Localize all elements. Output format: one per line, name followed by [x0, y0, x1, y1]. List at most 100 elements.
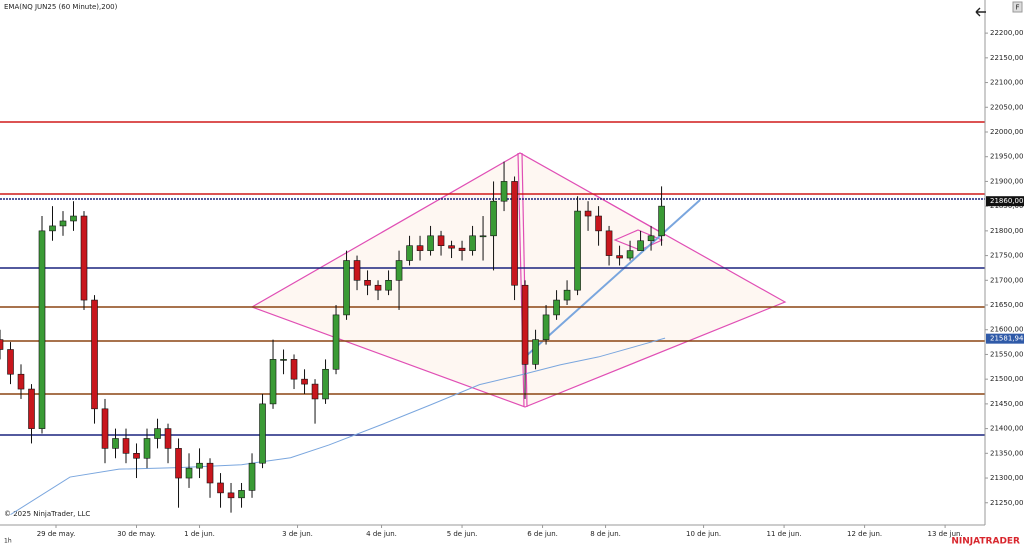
y-tick-label: 21900,00: [990, 177, 1023, 185]
price-label: 21860,00: [990, 197, 1023, 205]
candle-body: [38, 230, 46, 429]
candle-body: [227, 492, 235, 499]
x-tick-label: 3 de jun.: [282, 530, 313, 538]
candle-body: [0, 339, 4, 350]
candle-body: [7, 349, 14, 375]
candle-body: [511, 181, 518, 286]
candle-body: [248, 462, 256, 491]
candle-body: [595, 215, 602, 232]
candle-body: [59, 220, 67, 227]
candle-body: [658, 205, 665, 237]
pattern-line: [517, 152, 525, 408]
x-tick-label: 11 de jun.: [767, 530, 802, 538]
x-tick-label: 13 de jun.: [928, 530, 963, 538]
y-tick-label: 21800,00: [990, 227, 1023, 235]
candle-body: [427, 235, 434, 251]
y-tick-label: 21400,00: [990, 425, 1023, 433]
candle-body: [500, 181, 508, 202]
x-tick-label: 12 de jun.: [847, 530, 882, 538]
y-tick-label: 21500,00: [990, 375, 1023, 383]
candle-body: [332, 314, 340, 370]
y-tick-label: 22050,00: [990, 103, 1023, 111]
candle-body: [553, 299, 560, 316]
candle-body: [259, 403, 266, 464]
candle-body: [80, 215, 88, 301]
price-label-box: [986, 196, 1024, 207]
candle-body: [28, 388, 35, 429]
y-tick-label: 21450,00: [990, 400, 1023, 408]
y-tick-label: 21650,00: [990, 301, 1023, 309]
price-label: 21581,94: [990, 335, 1024, 343]
candle-body: [217, 482, 224, 494]
candle-body: [437, 235, 445, 246]
candle-body: [647, 235, 655, 242]
candle-body: [112, 438, 119, 449]
candle-body: [322, 368, 329, 400]
candle-body: [122, 438, 130, 454]
candle-body: [164, 428, 172, 449]
candle-body: [416, 245, 424, 251]
y-tick-label: 21600,00: [990, 326, 1023, 334]
menu-label[interactable]: F: [1015, 4, 1019, 12]
pattern-line: [594, 194, 661, 233]
indicator-label: EMA(NQ JUN25 (60 Minute),200): [4, 3, 118, 11]
x-tick-label: 8 de jun.: [590, 530, 621, 538]
candle-body: [490, 200, 497, 237]
x-tick-label: 29 de may.: [37, 530, 76, 538]
rhombus-drawing: [250, 152, 787, 408]
candle-body: [406, 245, 413, 261]
y-tick-label: 21350,00: [990, 449, 1023, 457]
candle-body: [563, 289, 571, 301]
candle-body: [374, 284, 382, 291]
candle-body: [206, 462, 214, 484]
candle-body: [479, 235, 487, 238]
y-tick-label: 22100,00: [990, 79, 1023, 87]
candle-body: [311, 383, 319, 400]
candle-body: [133, 453, 140, 459]
candle-body: [616, 255, 623, 259]
candle-body: [574, 210, 581, 291]
candle-body: [101, 408, 109, 449]
candle-body: [175, 448, 182, 479]
candle-body: [458, 247, 466, 251]
candle-body: [290, 359, 298, 380]
y-tick-label: 21550,00: [990, 350, 1023, 358]
candle-body: [301, 378, 308, 385]
candle-body: [532, 339, 539, 365]
y-tick-label: 21750,00: [990, 252, 1023, 260]
x-tick-label: 5 de jun.: [447, 530, 478, 538]
candle-body: [185, 467, 193, 479]
y-tick-label: 22150,00: [990, 54, 1023, 62]
interval: 1h: [4, 538, 12, 545]
menu-box[interactable]: [1012, 1, 1023, 13]
candle-body: [637, 240, 644, 251]
y-tick-label: 21950,00: [990, 153, 1023, 161]
pattern-line: [521, 152, 528, 408]
candle-body: [395, 260, 403, 281]
x-tick-label: 30 de may.: [117, 530, 156, 538]
copyright: © 2025 NinjaTrader, LLC: [4, 510, 90, 518]
candle-body: [49, 225, 56, 232]
candle-body: [448, 245, 455, 249]
candle-body: [364, 279, 371, 286]
y-tick-label: 21700,00: [990, 276, 1023, 284]
candle-body: [269, 359, 277, 405]
y-tick-label: 21300,00: [990, 474, 1023, 482]
candle-body: [143, 438, 151, 459]
candle-body: [626, 250, 634, 259]
candle-body: [154, 428, 161, 439]
candle-body: [521, 284, 529, 365]
candle-body: [238, 490, 245, 499]
candle-body: [469, 235, 476, 251]
trend-line: [524, 199, 701, 358]
candle-body: [605, 230, 613, 256]
candle-body: [542, 314, 550, 340]
drawings: [0, 121, 985, 436]
candle-body: [353, 260, 361, 281]
y-tick-label: 22000,00: [990, 128, 1023, 136]
candle-body: [196, 462, 203, 469]
candle-body: [17, 373, 25, 390]
back-arrow[interactable]: [975, 7, 986, 17]
